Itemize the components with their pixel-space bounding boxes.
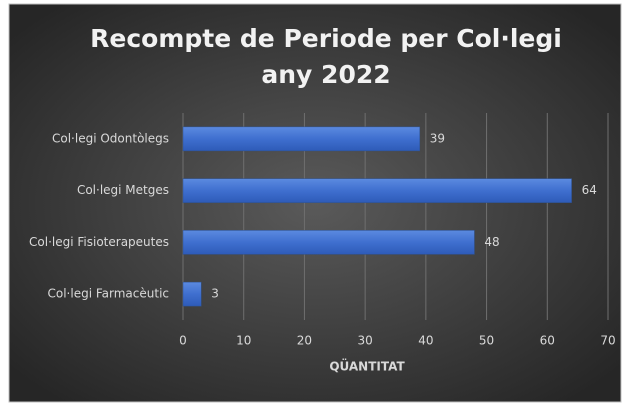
y-tick-label: Col·legi Fisioterapeutes <box>29 235 169 249</box>
bar <box>182 230 475 255</box>
data-label: 48 <box>484 235 499 249</box>
data-label: 3 <box>211 287 219 301</box>
bar <box>182 178 572 203</box>
x-tick-label: 0 <box>179 334 187 348</box>
chart-title: Recompte de Periode per Col·legi <box>90 24 562 53</box>
y-tick-label: Col·legi Odontòlegs <box>52 131 169 145</box>
bar <box>182 281 202 307</box>
chart-title: any 2022 <box>261 60 390 89</box>
y-tick-label: Col·legi Metges <box>77 183 169 197</box>
x-axis-label: QÜANTITAT <box>329 359 405 374</box>
x-tick-label: 50 <box>479 334 494 348</box>
data-label: 64 <box>582 183 597 197</box>
x-tick-label: 60 <box>540 334 555 348</box>
x-tick-label: 30 <box>358 334 373 348</box>
data-label: 39 <box>430 131 445 145</box>
bar <box>182 126 421 152</box>
x-tick-label: 40 <box>418 334 433 348</box>
y-tick-label: Col·legi Farmacèutic <box>48 287 170 301</box>
x-tick-label: 70 <box>600 334 615 348</box>
chart-background <box>8 3 622 403</box>
x-tick-label: 10 <box>236 334 251 348</box>
x-tick-label: 20 <box>297 334 312 348</box>
